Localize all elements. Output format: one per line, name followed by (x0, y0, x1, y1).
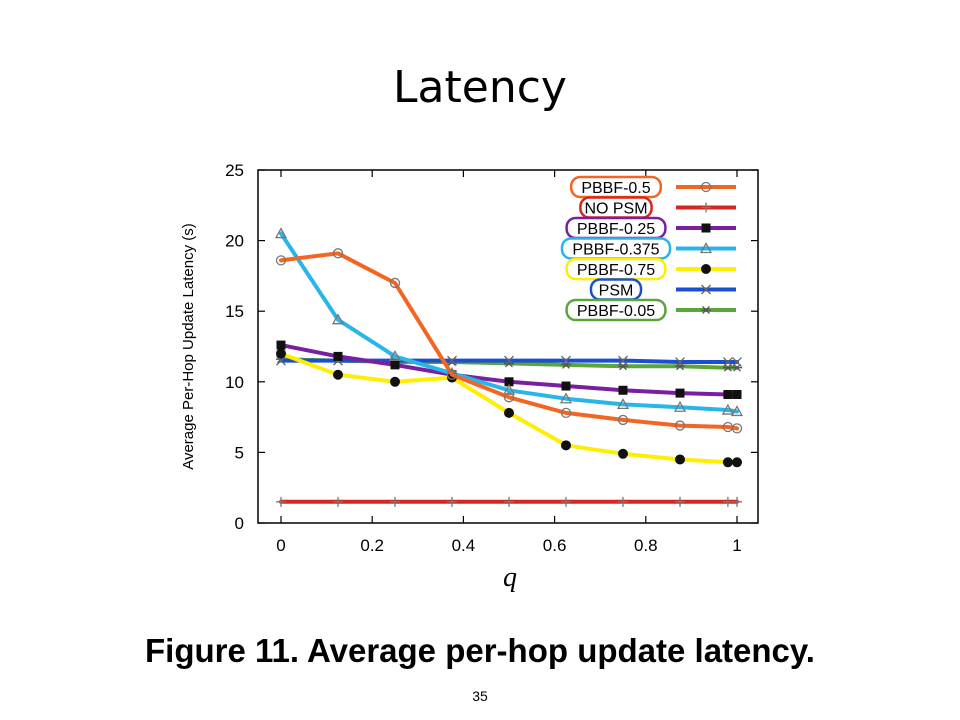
legend-marker (701, 223, 711, 233)
legend-marker (701, 202, 711, 213)
x-axis-label: q (503, 562, 517, 593)
data-point (732, 357, 742, 367)
data-point (276, 496, 286, 507)
data-point (675, 388, 685, 398)
data-point (722, 496, 733, 507)
y-axis-label: Average Per-Hop Update Latency (s) (180, 223, 197, 470)
data-point (732, 496, 742, 507)
series-line-pbbf-0-375 (279, 231, 739, 414)
data-point (618, 355, 628, 366)
data-point (390, 376, 400, 387)
data-point (274, 227, 288, 239)
data-point (388, 350, 402, 362)
data-point (675, 496, 685, 507)
data-point (504, 355, 514, 366)
data-point (722, 457, 733, 468)
data-point (559, 392, 573, 404)
legend-label: NO PSM (584, 201, 647, 218)
x-tick-label: 1 (732, 536, 741, 555)
data-point (447, 496, 457, 507)
legend-highlight (565, 298, 667, 322)
x-tick-label: 0.8 (634, 536, 658, 555)
legend-marker (701, 264, 711, 274)
data-point (618, 448, 628, 459)
data-point (503, 392, 515, 403)
data-point (276, 355, 286, 366)
data-point (390, 496, 400, 507)
data-point (675, 357, 685, 367)
legend-marker (701, 306, 711, 314)
y-tick-label: 10 (225, 373, 244, 392)
data-point (331, 313, 345, 325)
figure-caption: Figure 11. Average per-hop update latenc… (145, 632, 815, 669)
data-point (721, 403, 734, 415)
legend-label: PBBF-0.375 (572, 242, 659, 259)
data-point (732, 390, 742, 400)
data-point (732, 363, 742, 372)
data-point (560, 407, 572, 419)
data-point (618, 496, 628, 507)
data-point (333, 351, 343, 361)
data-point (616, 398, 630, 410)
legend-marker (701, 284, 711, 295)
data-point (504, 496, 514, 507)
data-point (447, 355, 457, 366)
data-point (333, 369, 343, 380)
data-point (722, 357, 733, 367)
data-point (561, 355, 571, 366)
y-tick-label: 0 (235, 514, 244, 533)
y-tick-label: 5 (235, 443, 244, 462)
data-point (275, 255, 287, 266)
x-tick-label: 0.4 (452, 536, 476, 555)
slide-title: Latency (393, 62, 567, 113)
legend-label: PBBF-0.5 (581, 180, 650, 197)
legend-marker (700, 181, 712, 193)
data-point (731, 423, 743, 434)
data-point (723, 390, 733, 400)
plot-frame (257, 169, 759, 524)
x-tick-label: 0.2 (360, 536, 384, 555)
legend-label: PBBF-0.75 (577, 262, 655, 279)
data-point (730, 405, 744, 417)
data-point (618, 385, 628, 395)
data-point (390, 360, 400, 370)
page-number: 35 (472, 688, 488, 704)
x-tick-label: 0 (276, 536, 285, 555)
data-point (617, 414, 629, 426)
data-point (673, 400, 687, 412)
data-point (561, 381, 571, 391)
x-tick-label: 0.6 (543, 536, 567, 555)
series-line-pbbf-0-5 (279, 251, 739, 431)
data-point (675, 454, 685, 465)
data-point (722, 363, 733, 372)
legend-marker (699, 242, 713, 254)
y-tick-label: 20 (225, 232, 244, 251)
data-point (389, 277, 401, 289)
data-point (446, 369, 458, 380)
legend-label: PSM (599, 283, 634, 300)
data-point (674, 420, 686, 431)
data-point (504, 377, 514, 387)
series-line-pbbf-0-25 (279, 343, 739, 397)
data-point (332, 248, 344, 259)
data-point (618, 362, 628, 371)
data-point (502, 383, 516, 395)
data-point (561, 496, 571, 507)
data-point (333, 496, 343, 507)
y-tick-label: 25 (225, 161, 244, 180)
data-point (732, 457, 742, 468)
data-point (504, 407, 514, 418)
data-point (561, 440, 571, 451)
data-point (276, 348, 286, 359)
data-point (276, 340, 286, 350)
y-tick-label: 15 (225, 302, 244, 321)
series-line-pbbf-0-75 (279, 351, 739, 465)
legend-label: PBBF-0.05 (577, 303, 655, 320)
legend-label: PBBF-0.25 (577, 221, 655, 238)
